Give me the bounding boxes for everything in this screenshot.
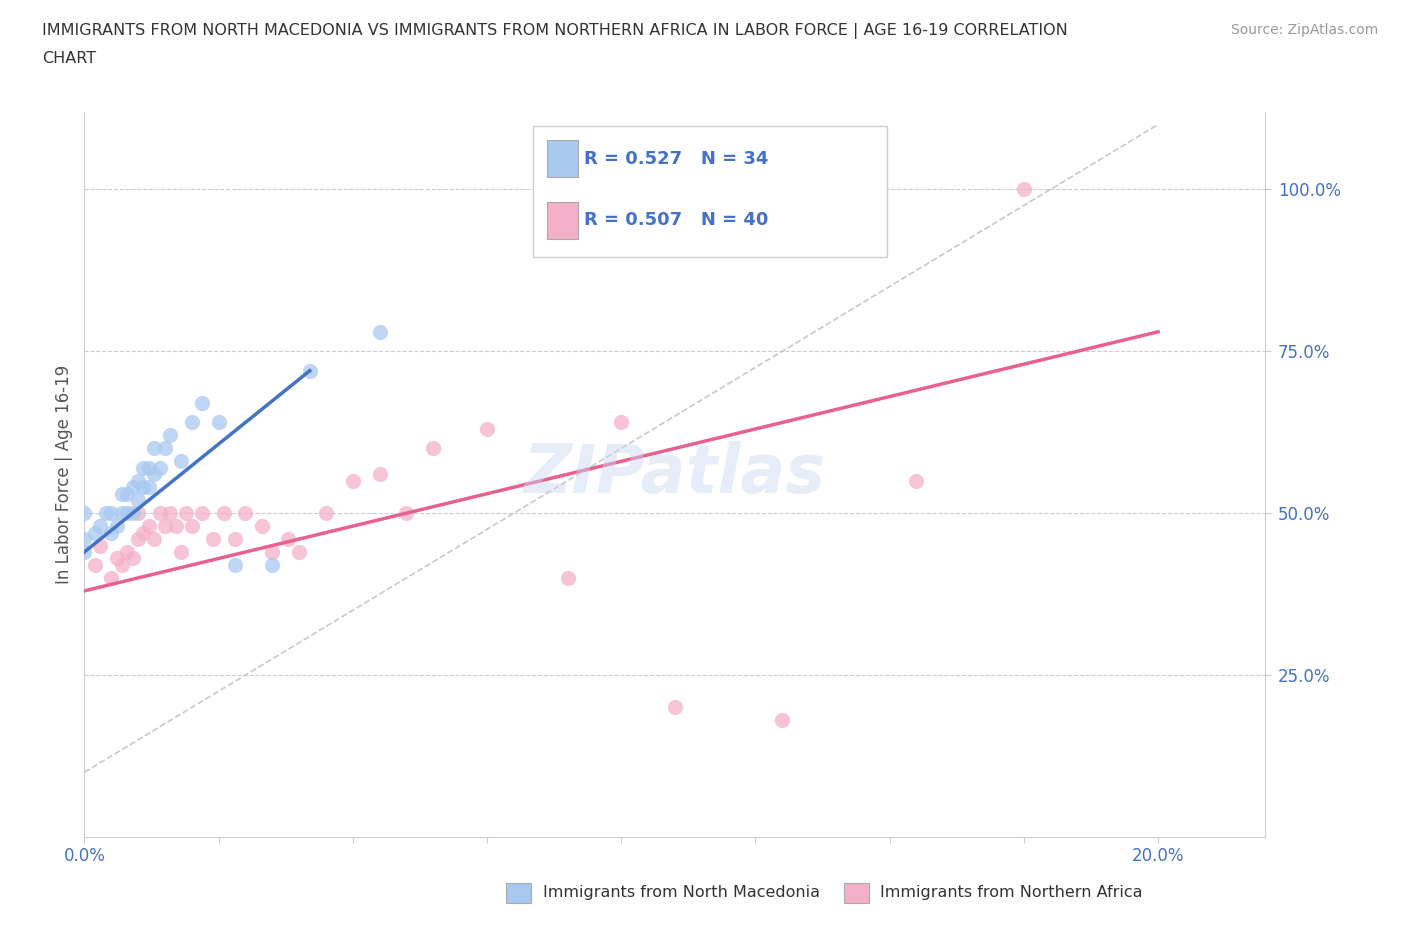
Point <box>84 558 107 573</box>
Point <box>180 415 202 430</box>
Point <box>159 506 181 521</box>
Point <box>132 460 155 475</box>
Point <box>170 545 193 560</box>
Point <box>191 395 214 410</box>
Point <box>121 551 143 566</box>
Point <box>557 570 579 585</box>
Point <box>262 558 284 573</box>
Point <box>94 506 117 521</box>
Point <box>100 506 122 521</box>
Point <box>422 441 444 456</box>
Point <box>395 506 418 521</box>
Point <box>105 519 128 534</box>
Text: IMMIGRANTS FROM NORTH MACEDONIA VS IMMIGRANTS FROM NORTHERN AFRICA IN LABOR FORC: IMMIGRANTS FROM NORTH MACEDONIA VS IMMIG… <box>42 23 1069 39</box>
Point <box>224 532 246 547</box>
Point <box>342 473 364 488</box>
Text: R = 0.507   N = 40: R = 0.507 N = 40 <box>583 211 768 229</box>
Point <box>664 700 686 715</box>
Point <box>180 519 202 534</box>
Point <box>148 460 170 475</box>
Point <box>170 454 193 469</box>
Point <box>117 506 139 521</box>
Point <box>212 506 235 521</box>
Text: CHART: CHART <box>42 51 96 66</box>
Point <box>89 538 111 553</box>
Point <box>207 415 229 430</box>
Point <box>132 525 155 540</box>
Point <box>298 364 321 379</box>
Point <box>159 428 181 443</box>
Point <box>202 532 225 547</box>
Point <box>235 506 257 521</box>
Point <box>191 506 214 521</box>
Y-axis label: In Labor Force | Age 16-19: In Labor Force | Age 16-19 <box>55 365 73 584</box>
Point <box>127 493 149 508</box>
Point <box>610 415 633 430</box>
Point <box>143 467 166 482</box>
Point <box>1012 182 1035 197</box>
Point <box>153 519 176 534</box>
Point <box>117 545 139 560</box>
Point <box>475 421 498 436</box>
Point <box>165 519 187 534</box>
Point <box>100 570 122 585</box>
Point <box>138 460 160 475</box>
Text: R = 0.527   N = 34: R = 0.527 N = 34 <box>583 150 768 167</box>
Point <box>100 525 122 540</box>
Point <box>127 532 149 547</box>
Point <box>153 441 176 456</box>
Point <box>277 532 299 547</box>
Point <box>111 486 134 501</box>
Text: Immigrants from North Macedonia: Immigrants from North Macedonia <box>543 885 820 900</box>
Point <box>250 519 273 534</box>
Point <box>368 467 391 482</box>
Point <box>105 551 128 566</box>
Point <box>262 545 284 560</box>
Point <box>770 713 793 728</box>
Point <box>224 558 246 573</box>
Point <box>905 473 928 488</box>
Point <box>121 480 143 495</box>
Point <box>143 441 166 456</box>
Point <box>73 545 96 560</box>
Point <box>132 480 155 495</box>
Point <box>368 325 391 339</box>
Point <box>73 506 96 521</box>
Point <box>315 506 337 521</box>
Point <box>138 519 160 534</box>
Point <box>143 532 166 547</box>
Text: Source: ZipAtlas.com: Source: ZipAtlas.com <box>1230 23 1378 37</box>
Point <box>138 480 160 495</box>
Point <box>288 545 311 560</box>
Point <box>111 506 134 521</box>
Point <box>84 525 107 540</box>
Point <box>127 473 149 488</box>
Point <box>127 506 149 521</box>
Point <box>148 506 170 521</box>
Point <box>176 506 198 521</box>
Point <box>89 519 111 534</box>
Point <box>111 558 134 573</box>
Text: ZIPatlas: ZIPatlas <box>524 442 825 507</box>
Point <box>121 506 143 521</box>
Text: Immigrants from Northern Africa: Immigrants from Northern Africa <box>880 885 1143 900</box>
Point <box>73 532 96 547</box>
Point <box>117 486 139 501</box>
